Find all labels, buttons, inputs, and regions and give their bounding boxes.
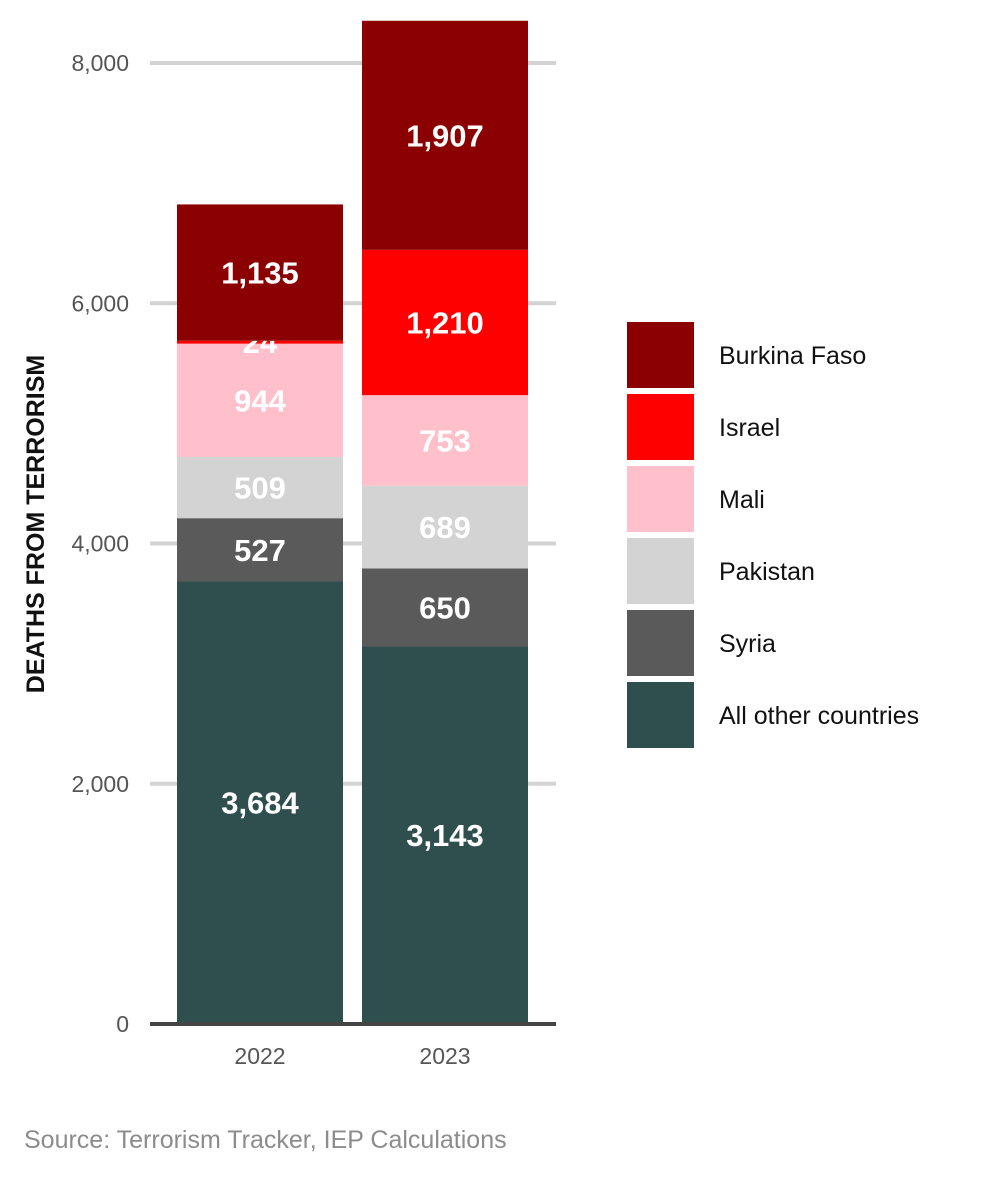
bar-all-other-countries-2023 bbox=[362, 646, 528, 1024]
bar-israel-2023 bbox=[362, 249, 528, 396]
legend-swatch bbox=[627, 466, 694, 532]
legend-swatch bbox=[627, 682, 694, 748]
bar-pakistan-2022 bbox=[177, 457, 343, 519]
chart-svg: 02,0004,0006,0008,0003,684527509944241,1… bbox=[22, 20, 919, 1069]
legend-label: Syria bbox=[719, 630, 776, 658]
y-tick-label: 0 bbox=[116, 1011, 129, 1037]
data-label: 650 bbox=[419, 590, 471, 625]
data-label: 3,143 bbox=[406, 818, 484, 853]
legend-swatch bbox=[627, 394, 694, 460]
bar-burkina-faso-2022 bbox=[177, 204, 343, 341]
data-label: 1,210 bbox=[406, 306, 484, 341]
bar-pakistan-2023 bbox=[362, 485, 528, 569]
y-tick-label: 4,000 bbox=[71, 531, 129, 557]
data-label: 753 bbox=[419, 423, 471, 458]
bar-all-other-countries-2022 bbox=[177, 581, 343, 1024]
x-tick-label: 2023 bbox=[419, 1043, 470, 1069]
legend-swatch bbox=[627, 610, 694, 676]
data-label: 1,135 bbox=[221, 256, 299, 291]
bar-israel-2022 bbox=[177, 340, 343, 344]
bar-syria-2023 bbox=[362, 568, 528, 647]
data-label: 944 bbox=[234, 383, 286, 418]
data-label: 1,907 bbox=[406, 118, 484, 153]
source-note: Source: Terrorism Tracker, IEP Calculati… bbox=[24, 1126, 507, 1154]
legend-swatch bbox=[627, 322, 694, 388]
legend-label: Israel bbox=[719, 414, 780, 442]
y-axis-label: DEATHS FROM TERRORISM bbox=[22, 355, 50, 693]
data-label: 509 bbox=[234, 471, 286, 506]
y-tick-label: 2,000 bbox=[71, 771, 129, 797]
data-label: 527 bbox=[234, 533, 286, 568]
bar-syria-2022 bbox=[177, 518, 343, 582]
legend-label: Pakistan bbox=[719, 558, 815, 586]
legend-swatch bbox=[627, 538, 694, 604]
legend-label: Mali bbox=[719, 486, 765, 514]
bar-mali-2022 bbox=[177, 343, 343, 458]
data-label: 689 bbox=[419, 510, 471, 545]
bar-burkina-faso-2023 bbox=[362, 20, 528, 250]
y-tick-label: 6,000 bbox=[71, 290, 129, 316]
legend-label: Burkina Faso bbox=[719, 342, 866, 370]
bar-mali-2023 bbox=[362, 395, 528, 486]
legend-label: All other countries bbox=[719, 702, 919, 730]
x-tick-label: 2022 bbox=[234, 1043, 285, 1069]
y-tick-label: 8,000 bbox=[71, 50, 129, 76]
data-label: 3,684 bbox=[221, 786, 299, 821]
